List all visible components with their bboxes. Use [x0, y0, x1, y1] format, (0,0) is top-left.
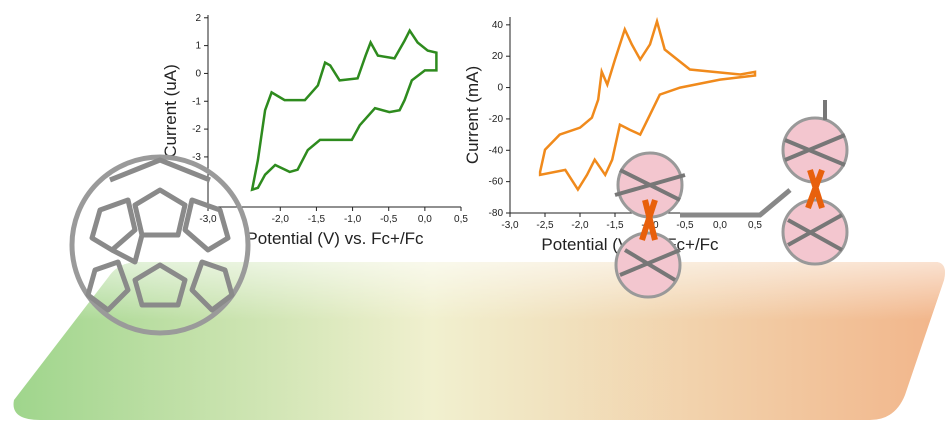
- x-tick-label: -3,0: [199, 214, 217, 225]
- x-tick-label: -1,5: [606, 220, 624, 231]
- x-tick-label: 0,5: [748, 220, 762, 231]
- x-tick-label: 0,0: [418, 214, 432, 225]
- y-tick-label: -60: [489, 177, 504, 188]
- x-axis-label: Potential (V) vs. Fc+/Fc: [246, 229, 424, 248]
- y-tick-label: 2: [195, 13, 201, 24]
- x-tick-label: -1,0: [344, 214, 362, 225]
- y-tick-label: 40: [492, 20, 504, 31]
- y-tick-label: 1: [195, 41, 201, 52]
- x-tick-label: -2,0: [272, 214, 290, 225]
- y-axis-label: Current (mA): [463, 66, 482, 164]
- molecule-right: [783, 100, 847, 264]
- y-tick-label: -40: [489, 145, 504, 156]
- x-tick-label: 0,5: [454, 214, 468, 225]
- x-tick-label: -1,5: [308, 214, 326, 225]
- y-tick-label: -20: [489, 114, 504, 125]
- y-tick-label: 20: [492, 51, 504, 62]
- x-tick-label: -0,5: [676, 220, 694, 231]
- fullerene: [72, 157, 248, 333]
- y-axis-label: Current (uA): [161, 64, 180, 158]
- cv-curve: [252, 31, 436, 190]
- x-tick-label: -0,5: [380, 214, 398, 225]
- page: {"chart_data": [ {"type": "line", "color…: [0, 0, 949, 434]
- y-tick-label: 0: [497, 83, 503, 94]
- y-tick-label: -80: [489, 208, 504, 219]
- scene: -3-2-1012-3,0-2,0-1,5-1,0-0,50,00,5Curre…: [0, 0, 949, 434]
- x-tick-label: -2,0: [571, 220, 589, 231]
- x-tick-label: -3,0: [501, 220, 519, 231]
- y-tick-label: 0: [195, 68, 201, 79]
- x-tick-label: -2,5: [536, 220, 554, 231]
- x-tick-label: 0,0: [713, 220, 727, 231]
- platform: [14, 262, 945, 420]
- y-tick-label: -1: [192, 96, 201, 107]
- y-tick-label: -2: [192, 124, 201, 135]
